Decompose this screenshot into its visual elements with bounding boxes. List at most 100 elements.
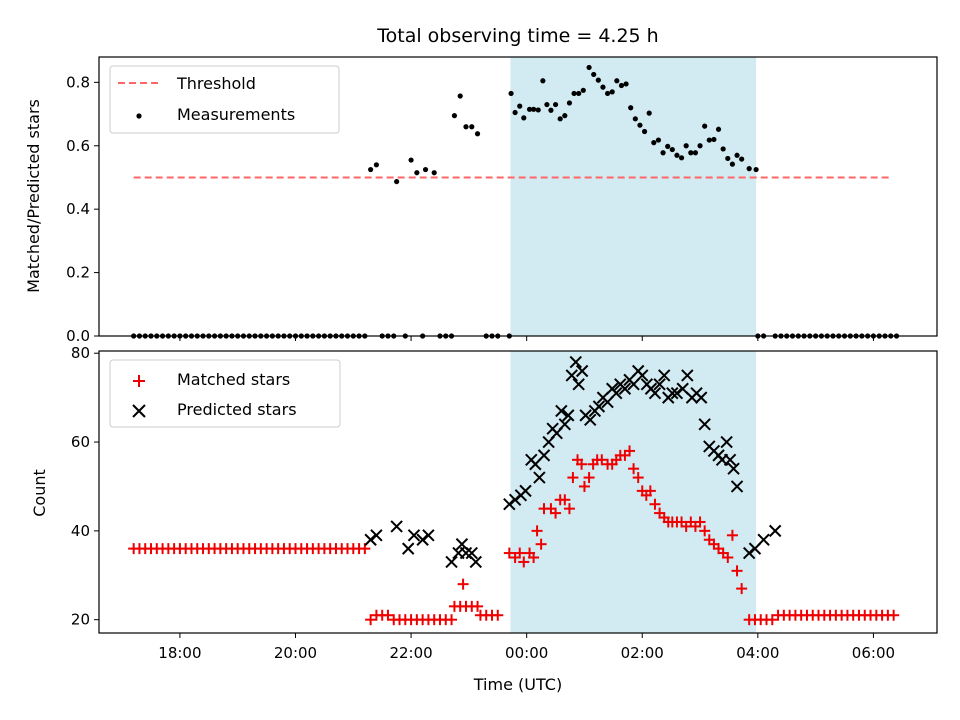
measurement-point — [688, 150, 694, 156]
matched-star-point — [736, 583, 748, 595]
measurement-point — [414, 170, 420, 176]
measurement-point — [566, 100, 573, 106]
matched-star-point — [382, 609, 394, 621]
measurement-point — [669, 146, 675, 153]
y-tick-label: 0.2 — [66, 264, 90, 282]
y-tick-label: 20 — [71, 611, 90, 629]
measurement-point — [729, 161, 736, 167]
bottom-legend: Matched stars Predicted stars — [109, 359, 341, 428]
measurement-point — [531, 106, 537, 112]
bottom-panel: 20 40 60 80 18:00 20:00 22:00 00:00 02:00 04:00 0… — [30, 344, 938, 694]
measurement-point — [521, 115, 527, 121]
predicted-star-point — [723, 453, 737, 467]
top-y-axis-label: Matched/Predicted stars — [24, 99, 43, 293]
x-tick-label: 02:00 — [621, 644, 664, 662]
predicted-star-point — [727, 462, 740, 475]
predicted-star-point — [465, 546, 478, 560]
predicted-star-point — [533, 471, 546, 484]
measurement-point — [651, 140, 657, 146]
bottom-legend-box — [109, 359, 341, 428]
predicted-star-point — [694, 391, 708, 404]
predicted-star-point — [575, 364, 589, 378]
matched-star-point — [888, 609, 900, 621]
measurement-point — [571, 90, 577, 97]
matched-star-point — [528, 552, 540, 564]
measurement-point — [368, 166, 374, 173]
predicted-star-point — [681, 369, 694, 382]
predicted-star-point — [618, 382, 632, 395]
measurement-point — [512, 109, 518, 116]
predicted-star-point — [370, 529, 383, 542]
matched-star-point — [578, 480, 590, 492]
top-legend: Threshold Measurements — [109, 65, 340, 134]
measurement-point — [697, 143, 703, 149]
measurement-point — [715, 126, 722, 132]
matched-star-point — [446, 614, 458, 626]
predicted-star-point — [572, 378, 585, 391]
measurement-point — [683, 143, 689, 149]
legend-matched-swatch — [133, 375, 145, 387]
y-tick-label: 0.4 — [66, 200, 90, 218]
measurement-point — [508, 90, 514, 97]
measurement-point — [674, 152, 680, 158]
predicted-star-point — [569, 355, 583, 369]
measurement-point — [474, 131, 481, 137]
top-panel: Total observing time = 4.25 h 0.0 0.2 0.4 0… — [24, 25, 938, 345]
measurement-point — [431, 170, 437, 176]
matched-star-point — [649, 498, 661, 510]
measurement-point — [557, 116, 563, 122]
matched-star-point — [583, 472, 595, 484]
matched-star-point — [694, 516, 706, 528]
measurement-point — [552, 101, 559, 108]
measurement-point — [562, 113, 568, 119]
x-tick-label: 22:00 — [389, 644, 432, 662]
legend-predicted-swatch — [132, 404, 146, 418]
measurement-point — [548, 107, 554, 113]
measurement-point — [600, 84, 606, 90]
matched-star-point — [514, 547, 526, 559]
predicted-star-point — [666, 386, 679, 400]
predicted-star-point — [757, 533, 770, 546]
matched-star-point — [722, 552, 734, 564]
matched-star-point — [766, 614, 778, 626]
predicted-star-point — [565, 369, 578, 382]
measurement-point — [678, 155, 685, 161]
measurement-point — [646, 110, 652, 116]
y-tick-label: 40 — [71, 522, 90, 540]
measurement-point — [706, 137, 712, 143]
y-tick-label: 0.0 — [66, 327, 90, 345]
predicted-star-point — [519, 484, 532, 498]
measurement-point — [614, 78, 620, 84]
measurement-point — [609, 89, 615, 95]
predicted-star-point — [445, 555, 458, 569]
x-tick-label: 06:00 — [852, 644, 895, 662]
measurement-point — [595, 77, 601, 83]
predicted-star-point — [401, 542, 415, 555]
x-tick-label: 20:00 — [274, 644, 317, 662]
predicted-star-point — [720, 435, 733, 449]
matched-star-point — [576, 458, 588, 470]
measurement-point — [702, 123, 708, 129]
predicted-star-point — [584, 413, 597, 427]
legend-threshold-label: Threshold — [176, 74, 256, 93]
measurement-point — [632, 116, 638, 122]
measurement-point — [628, 105, 634, 111]
measurement-point — [457, 93, 463, 99]
predicted-star-point — [730, 480, 744, 493]
measurement-point — [526, 106, 533, 112]
measurement-point — [711, 136, 717, 143]
matched-star-point — [624, 445, 636, 457]
measurement-point — [623, 81, 629, 87]
measurement-point — [725, 155, 731, 162]
measurement-point — [408, 157, 414, 163]
matched-star-point — [632, 472, 644, 484]
measurement-point — [746, 166, 752, 172]
measurement-point — [734, 152, 740, 158]
matched-star-point — [550, 507, 562, 519]
matched-star-point — [503, 547, 515, 559]
matched-star-point — [531, 525, 543, 537]
matched-star-point — [628, 463, 640, 475]
predicted-star-point — [648, 386, 662, 400]
matched-star-point — [567, 472, 579, 484]
